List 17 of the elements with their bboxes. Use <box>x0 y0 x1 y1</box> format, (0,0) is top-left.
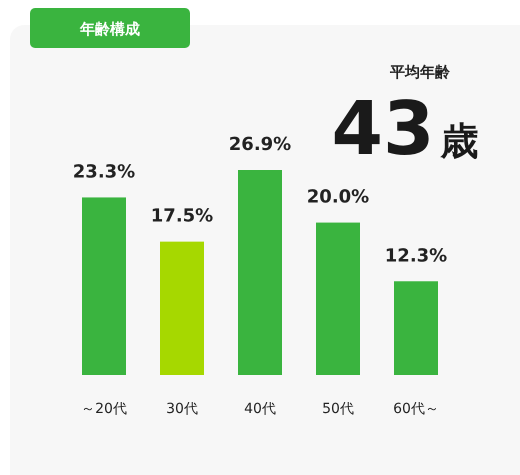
bar <box>394 281 438 375</box>
x-tick-label: 50代 <box>322 401 354 417</box>
data-label: 12.3% <box>384 245 448 266</box>
data-label: 17.5% <box>150 206 214 227</box>
bar <box>82 197 126 375</box>
chart-title: 年齢構成 <box>79 20 140 38</box>
text: 平均年齢 <box>389 63 451 81</box>
x-tick-label: 30代 <box>166 401 198 417</box>
bar <box>316 222 360 375</box>
bar <box>160 242 204 375</box>
data-label: 20.0% <box>306 186 370 208</box>
data-label: 26.9% <box>228 134 292 155</box>
bar <box>238 170 282 375</box>
x-tick-label: 60代～ <box>393 401 439 417</box>
data-label: 23.3% <box>72 161 136 182</box>
x-tick-label: 40代 <box>244 401 276 417</box>
x-tick-label: ～20代 <box>81 401 127 417</box>
